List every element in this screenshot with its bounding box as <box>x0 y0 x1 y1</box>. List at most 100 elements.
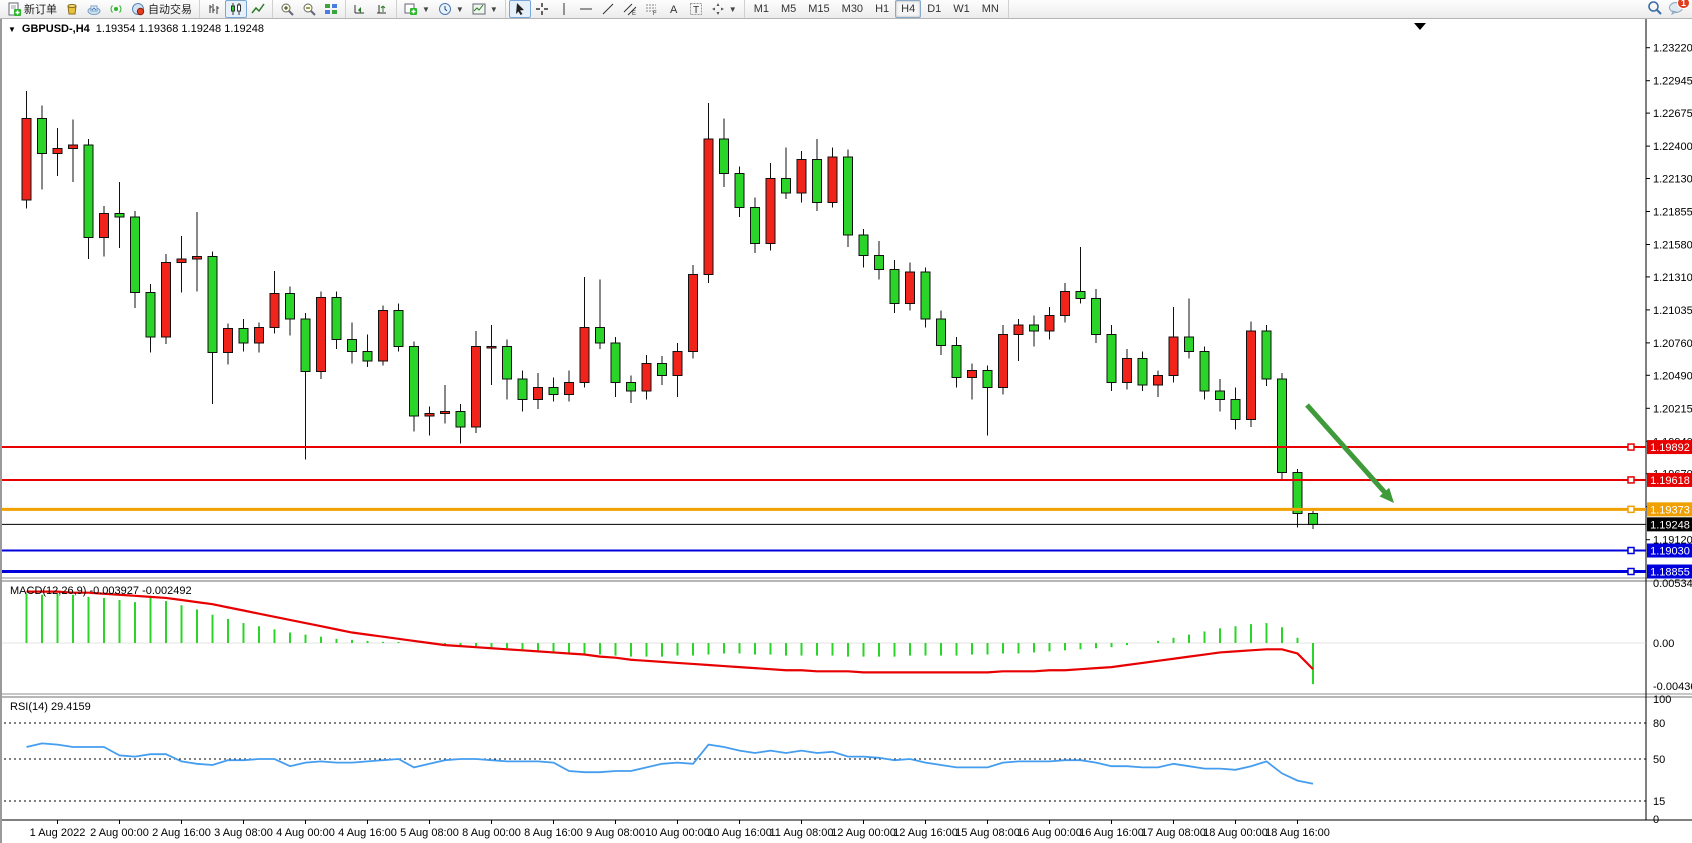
macd-scale-label: 0.005341 <box>1653 578 1692 590</box>
dropdown-caret-icon[interactable]: ▼ <box>728 4 737 14</box>
notifications-icon[interactable]: 1 <box>1668 0 1690 18</box>
chart-canvas[interactable]: 1.23220 1.22945 1.22675 1.22400 1.22130 1.218… <box>2 18 1692 843</box>
timeframe-d1-button[interactable]: D1 <box>927 3 942 15</box>
svg-text:A: A <box>670 4 678 16</box>
sell-arrow[interactable] <box>1305 403 1394 503</box>
candle-bearish <box>1292 472 1303 514</box>
new-order-button[interactable]: 新订单 <box>3 0 61 18</box>
auto-scroll-button[interactable] <box>349 0 371 18</box>
toolbar-group-objects: E F A T ▼ <box>506 0 745 18</box>
line-chart-button[interactable] <box>247 0 269 18</box>
rsi-label: RSI(14) 29.4159 <box>10 701 91 713</box>
support-line-blue-1-handle[interactable] <box>1627 546 1635 555</box>
timeframe-h4-button[interactable]: H4 <box>895 0 922 18</box>
chart-shift-button[interactable] <box>371 0 393 18</box>
signal-icon <box>109 2 123 16</box>
support-line-blue-2-price-text: 1.18855 <box>1650 567 1690 579</box>
vertical-line-button[interactable] <box>553 0 575 18</box>
arrows-button[interactable]: ▼ <box>707 0 741 18</box>
candle-bullish <box>533 386 543 400</box>
horizontal-line-button[interactable] <box>575 0 597 18</box>
history-bucket-button[interactable] <box>61 0 83 18</box>
candle-bullish <box>1060 290 1070 316</box>
candle-bullish <box>471 346 481 428</box>
candle-bearish <box>331 296 342 340</box>
candle-bullish <box>564 382 574 395</box>
candle-bullish <box>1044 314 1055 332</box>
support-line-blue-2-handle[interactable] <box>1627 567 1635 576</box>
price-tick-label: 1.20490 <box>1653 370 1692 382</box>
crosshair-button[interactable] <box>531 0 553 18</box>
resistance-line-2-handle[interactable] <box>1627 476 1635 484</box>
dropdown-caret-icon[interactable]: ▼ <box>455 4 464 14</box>
candle-bullish <box>905 271 915 304</box>
candle-bearish <box>750 206 760 244</box>
vline-icon <box>557 2 571 16</box>
templates-button[interactable]: ▼ <box>468 0 502 18</box>
dropdown-caret-icon[interactable]: ▼ <box>489 4 498 14</box>
time-axis-label: 11 Aug 08:00 <box>769 827 833 839</box>
candle-bearish <box>502 346 512 380</box>
candle-bearish <box>37 118 47 154</box>
resistance-line-1-handle[interactable] <box>1627 443 1635 451</box>
support-line-orange-handle[interactable] <box>1627 505 1635 514</box>
zoomout-icon <box>302 2 316 16</box>
equidistant-channel-button[interactable]: E <box>619 0 641 18</box>
timeframe-m30-button[interactable]: M30 <box>841 3 864 15</box>
candle-bullish <box>440 410 450 415</box>
candle-bullish <box>192 256 202 260</box>
chart-collapse-icon[interactable]: ▼ <box>8 24 16 34</box>
textA-icon: A <box>667 2 681 16</box>
fibonacci-button[interactable]: F <box>641 0 663 18</box>
candle-bullish <box>1122 358 1132 383</box>
text-button[interactable]: A <box>663 0 685 18</box>
candle-bearish <box>393 310 404 347</box>
candle-bullish <box>967 370 977 379</box>
candle-bearish <box>83 144 94 238</box>
template-icon <box>472 2 486 16</box>
zoom-in-button[interactable] <box>276 0 298 18</box>
timeframe-w1-button[interactable]: W1 <box>953 3 970 15</box>
candle-bearish <box>781 178 791 194</box>
zoom-out-button[interactable] <box>298 0 320 18</box>
candle-bullish <box>1168 336 1179 376</box>
timeframe-h1-button[interactable]: H1 <box>875 3 890 15</box>
resistance-line-2-price-label <box>1647 472 1692 487</box>
periods-button[interactable]: ▼ <box>434 0 468 18</box>
tile-windows-button[interactable] <box>320 0 342 18</box>
candle-bearish <box>1261 330 1272 380</box>
fibo-icon: F <box>645 2 659 16</box>
toolbar-group-chart-type <box>200 0 273 18</box>
rsi-scale-label: 15 <box>1653 796 1665 808</box>
candle-bearish <box>114 212 125 218</box>
chart-ohlc-values: 1.19354 1.19368 1.19248 1.19248 <box>95 23 264 35</box>
dropdown-caret-icon[interactable]: ▼ <box>422 4 430 14</box>
text-label-button[interactable]: T <box>685 0 707 18</box>
candle-bearish <box>657 362 667 376</box>
chart-shift-marker[interactable] <box>1414 23 1426 30</box>
trendline-button[interactable] <box>597 0 619 18</box>
bar-chart-button[interactable] <box>203 0 225 18</box>
timeframe-m15-button[interactable]: M15 <box>808 3 830 15</box>
candlestick-chart-button[interactable] <box>225 0 247 18</box>
signals-button[interactable] <box>105 0 127 18</box>
channel-icon: E <box>623 2 637 16</box>
timeframe-m5-button[interactable]: M5 <box>780 3 797 15</box>
timeframe-mn-button[interactable]: MN <box>981 3 999 15</box>
timeframe-m1-button[interactable]: M1 <box>753 3 769 15</box>
candle-bearish <box>610 342 621 383</box>
publish-chart-button[interactable] <box>83 0 105 18</box>
candle-bearish <box>362 350 373 362</box>
search-icon[interactable] <box>1647 0 1662 18</box>
time-axis-label: 4 Aug 00:00 <box>276 827 335 839</box>
candle-bearish <box>409 346 419 417</box>
candle-bearish <box>145 292 156 338</box>
price-tick-label: 1.21035 <box>1653 305 1692 317</box>
svg-text:T: T <box>693 5 699 16</box>
candle-bullish <box>161 262 171 338</box>
new-chart-button[interactable]: ▼ <box>400 0 434 18</box>
auto-trading-button[interactable]: 自动交易 <box>127 0 196 18</box>
cursor-button[interactable] <box>508 0 531 18</box>
time-axis-label: 12 Aug 00:00 <box>831 827 896 839</box>
textT-icon: T <box>689 2 703 16</box>
